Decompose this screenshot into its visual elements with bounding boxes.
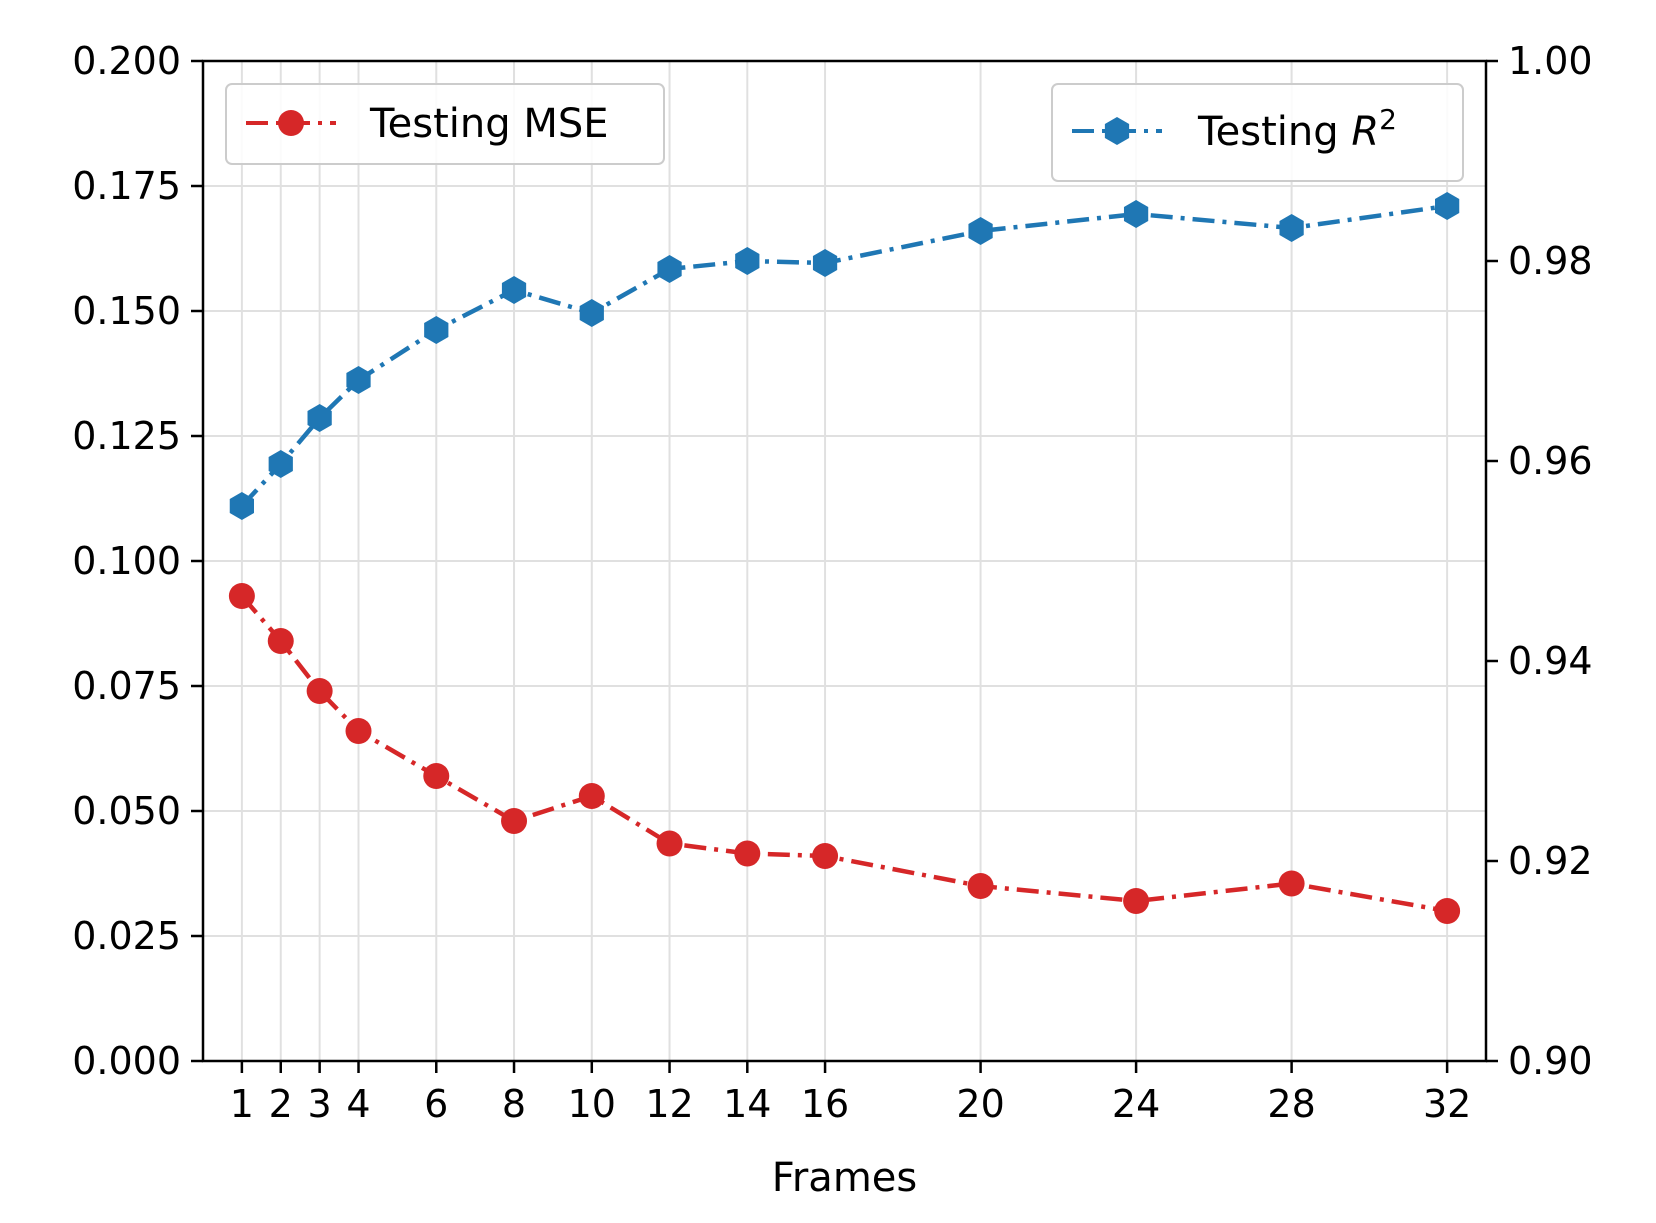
grid-lines bbox=[203, 60, 1486, 1062]
data-point bbox=[734, 840, 761, 867]
x-tick-label: 14 bbox=[723, 1082, 771, 1126]
x-tick-label: 12 bbox=[645, 1082, 693, 1126]
series-line bbox=[240, 203, 1448, 508]
left-y-tick-label: 0.150 bbox=[72, 289, 181, 333]
series-1 bbox=[229, 192, 1460, 520]
right-y-tick-label: 0.98 bbox=[1508, 239, 1593, 283]
legend-r2: Testing R2 bbox=[1051, 83, 1464, 182]
legend-r2-box bbox=[1051, 83, 1464, 182]
data-point bbox=[267, 628, 294, 654]
plot-series bbox=[228, 192, 1461, 924]
x-tick-label: 6 bbox=[424, 1082, 448, 1126]
legend-r2-marker bbox=[1104, 117, 1130, 145]
data-point bbox=[228, 583, 255, 609]
data-point bbox=[345, 718, 372, 744]
left-y-tick-label: 0.175 bbox=[72, 164, 181, 208]
data-point bbox=[268, 450, 293, 478]
data-point bbox=[1279, 214, 1304, 242]
x-tick-label: 32 bbox=[1423, 1082, 1471, 1126]
right-y-tick-label: 0.90 bbox=[1508, 1039, 1593, 1083]
data-point bbox=[501, 808, 528, 834]
data-point bbox=[579, 299, 604, 327]
left-y-axis: 0.000 0.025 0.050 0.075 0.100 0.125 0.150 0.175… bbox=[72, 39, 203, 1083]
data-point bbox=[812, 843, 839, 869]
x-tick-label: 8 bbox=[502, 1082, 526, 1126]
legend-mse-marker bbox=[278, 110, 304, 136]
data-point bbox=[578, 783, 605, 809]
x-tick-label: 20 bbox=[956, 1082, 1004, 1126]
legend-r2-prefix: Testing bbox=[1197, 109, 1351, 155]
x-tick-label: 4 bbox=[346, 1082, 370, 1126]
x-tick-label: 2 bbox=[269, 1082, 293, 1126]
data-point bbox=[657, 255, 682, 283]
data-point bbox=[1434, 898, 1461, 924]
data-point bbox=[1123, 888, 1150, 914]
x-tick-label: 10 bbox=[568, 1082, 616, 1126]
legend-r2-label: Testing R2 bbox=[1197, 103, 1397, 155]
right-y-tick-label: 0.92 bbox=[1508, 839, 1593, 883]
right-y-axis: 0.90 0.92 0.94 0.96 0.98 1.00 bbox=[1486, 39, 1593, 1083]
data-point bbox=[812, 249, 838, 277]
left-y-tick-label: 0.000 bbox=[72, 1039, 181, 1083]
legend-mse: Testing MSE bbox=[225, 83, 665, 165]
data-point bbox=[656, 830, 683, 857]
left-y-tick-label: 0.200 bbox=[72, 39, 181, 83]
data-point bbox=[424, 316, 449, 344]
left-y-tick-label: 0.075 bbox=[72, 664, 181, 708]
data-point bbox=[307, 404, 332, 432]
data-point bbox=[967, 873, 994, 899]
data-point bbox=[735, 247, 760, 275]
legend-r2-symbol: R bbox=[1351, 109, 1379, 155]
x-axis: 1 2 3 4 6 8 10 12 14 16 20 24 28 32 bbox=[230, 1061, 1471, 1126]
left-y-tick-label: 0.050 bbox=[72, 789, 181, 833]
x-tick-label: 24 bbox=[1112, 1082, 1160, 1126]
data-point bbox=[346, 366, 371, 394]
series-0 bbox=[228, 583, 1461, 924]
data-point bbox=[1435, 192, 1460, 220]
legend-r2-superscript: 2 bbox=[1379, 103, 1397, 136]
right-y-tick-label: 0.96 bbox=[1508, 439, 1593, 483]
legend-mse-label: Testing MSE bbox=[369, 101, 609, 147]
series-line bbox=[240, 594, 1448, 914]
data-point bbox=[229, 492, 254, 520]
data-point bbox=[501, 276, 527, 304]
data-point bbox=[1278, 870, 1305, 897]
right-y-tick-label: 1.00 bbox=[1508, 39, 1593, 83]
legend-mse-box bbox=[225, 83, 665, 165]
right-y-tick-label: 0.94 bbox=[1508, 639, 1593, 683]
x-tick-label: 16 bbox=[801, 1082, 849, 1126]
left-y-tick-label: 0.125 bbox=[72, 414, 181, 458]
data-point bbox=[968, 217, 993, 245]
data-point bbox=[1123, 200, 1149, 228]
data-point bbox=[306, 678, 333, 704]
x-tick-label: 3 bbox=[308, 1082, 332, 1126]
x-axis-title: Frames bbox=[772, 1155, 917, 1201]
x-tick-label: 1 bbox=[230, 1082, 254, 1126]
data-point bbox=[423, 763, 450, 789]
left-y-tick-label: 0.100 bbox=[72, 539, 181, 583]
x-tick-label: 28 bbox=[1267, 1082, 1315, 1126]
left-y-tick-label: 0.025 bbox=[72, 914, 181, 958]
